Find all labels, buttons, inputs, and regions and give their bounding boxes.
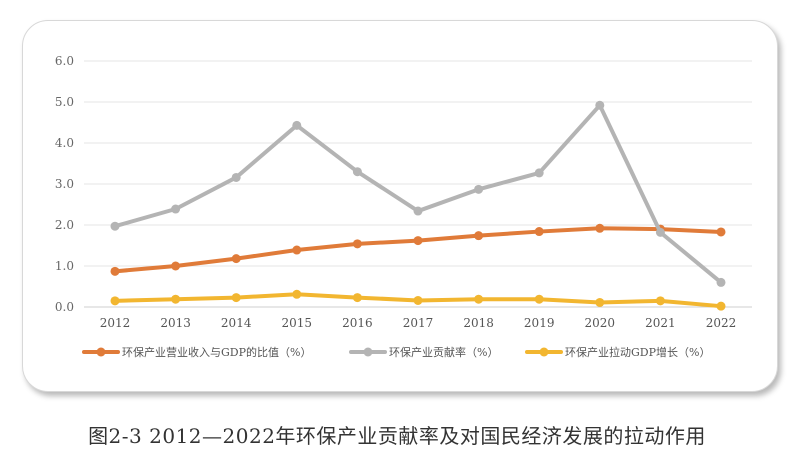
legend-marker bbox=[539, 347, 549, 357]
x-tick-label: 2017 bbox=[403, 316, 434, 330]
y-tick-label: 4.0 bbox=[55, 136, 74, 150]
data-point bbox=[413, 206, 423, 216]
data-point bbox=[474, 184, 484, 194]
data-point bbox=[595, 223, 605, 233]
data-point bbox=[413, 236, 423, 246]
data-point bbox=[595, 100, 605, 110]
data-point bbox=[595, 297, 605, 307]
data-point bbox=[534, 227, 544, 237]
data-point bbox=[171, 204, 181, 214]
x-tick-label: 2018 bbox=[463, 316, 494, 330]
x-tick-label: 2020 bbox=[585, 316, 616, 330]
data-point bbox=[716, 301, 726, 311]
legend-label: 环保产业拉动GDP增长（%） bbox=[565, 345, 710, 359]
data-point bbox=[474, 231, 484, 241]
chart-card bbox=[22, 20, 778, 392]
data-point bbox=[110, 221, 120, 231]
data-point bbox=[292, 245, 302, 255]
data-point bbox=[110, 266, 120, 276]
data-point bbox=[231, 293, 241, 303]
x-tick-label: 2019 bbox=[524, 316, 555, 330]
y-tick-label: 2.0 bbox=[55, 218, 74, 232]
data-point bbox=[352, 239, 362, 249]
figure-caption: 图2-3 2012—2022年环保产业贡献率及对国民经济发展的拉动作用 bbox=[88, 424, 706, 448]
x-tick-label: 2022 bbox=[706, 316, 737, 330]
data-point bbox=[413, 295, 423, 305]
data-point bbox=[171, 294, 181, 304]
data-point bbox=[171, 261, 181, 271]
x-tick-label: 2016 bbox=[342, 316, 373, 330]
data-point bbox=[231, 254, 241, 264]
y-tick-label: 0.0 bbox=[55, 300, 74, 314]
data-point bbox=[716, 277, 726, 287]
x-tick-label: 2015 bbox=[282, 316, 313, 330]
y-tick-label: 3.0 bbox=[55, 177, 74, 191]
data-point bbox=[352, 293, 362, 303]
legend-label: 环保产业贡献率（%） bbox=[389, 345, 498, 359]
legend-label: 环保产业营业收入与GDP的比值（%） bbox=[122, 345, 311, 359]
data-point bbox=[292, 120, 302, 130]
data-point bbox=[474, 294, 484, 304]
data-point bbox=[534, 294, 544, 304]
y-tick-label: 6.0 bbox=[55, 54, 74, 68]
data-point bbox=[352, 167, 362, 177]
data-point bbox=[231, 172, 241, 182]
legend-marker bbox=[363, 347, 373, 357]
x-tick-label: 2021 bbox=[645, 316, 676, 330]
data-point bbox=[716, 227, 726, 237]
data-point bbox=[655, 227, 665, 237]
y-tick-label: 5.0 bbox=[55, 95, 74, 109]
series-line bbox=[113, 103, 723, 285]
x-tick-label: 2013 bbox=[160, 316, 191, 330]
legend-marker bbox=[96, 347, 106, 357]
data-point bbox=[534, 168, 544, 178]
series-line bbox=[113, 226, 723, 274]
y-tick-label: 1.0 bbox=[55, 259, 74, 273]
x-tick-label: 2014 bbox=[221, 316, 252, 330]
data-point bbox=[655, 296, 665, 306]
data-point bbox=[292, 289, 302, 299]
x-tick-label: 2012 bbox=[100, 316, 131, 330]
data-point bbox=[110, 296, 120, 306]
